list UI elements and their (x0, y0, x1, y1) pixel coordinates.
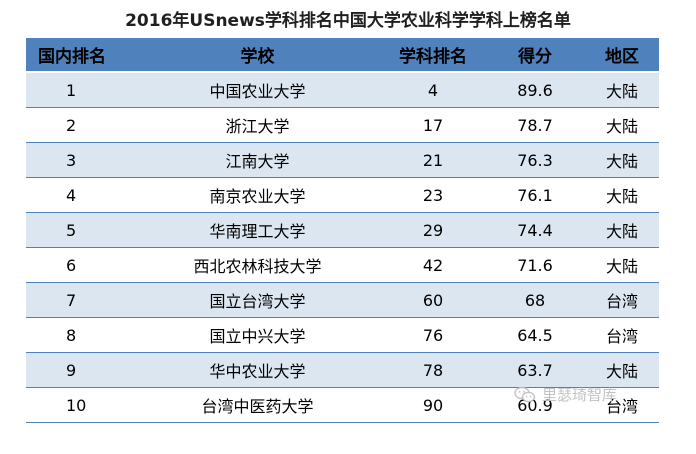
cell-score: 71.6 (485, 247, 585, 283)
cell-region: 台湾 (585, 387, 659, 423)
ranking-table: 国内排名 学校 学科排名 得分 地区 1 中国农业大学 4 89.6 大陆 2 浙江大学 17… (26, 38, 659, 423)
cell-subject-rank: 29 (381, 212, 485, 248)
cell-region: 大陆 (585, 71, 659, 108)
cell-subject-rank: 76 (381, 317, 485, 353)
header-rank: 国内排名 (26, 38, 134, 73)
cell-school: 国立台湾大学 (134, 282, 381, 318)
cell-rank: 9 (26, 352, 134, 388)
cell-score: 74.4 (485, 212, 585, 248)
page-title: 2016年USnews学科排名中国大学农业科学学科上榜名单 (125, 11, 571, 31)
cell-school: 南京农业大学 (134, 177, 381, 213)
cell-region: 台湾 (585, 282, 659, 318)
cell-subject-rank: 78 (381, 352, 485, 388)
wechat-icon (514, 386, 536, 402)
table-header-row: 国内排名 学校 学科排名 得分 地区 (26, 38, 659, 73)
cell-rank: 7 (26, 282, 134, 318)
cell-school: 台湾中医药大学 (134, 387, 381, 423)
cell-region: 台湾 (585, 317, 659, 353)
cell-rank: 5 (26, 212, 134, 248)
cell-school: 西北农林科技大学 (134, 247, 381, 283)
cell-region: 大陆 (585, 247, 659, 283)
cell-subject-rank: 23 (381, 177, 485, 213)
cell-rank: 4 (26, 177, 134, 213)
table-row: 6 西北农林科技大学 42 71.6 大陆 (26, 247, 659, 283)
cell-school: 江南大学 (134, 142, 381, 178)
cell-subject-rank: 21 (381, 142, 485, 178)
table-row: 4 南京农业大学 23 76.1 大陆 (26, 177, 659, 213)
cell-region: 大陆 (585, 107, 659, 143)
cell-rank: 10 (26, 387, 134, 423)
table-row: 1 中国农业大学 4 89.6 大陆 (26, 71, 659, 108)
cell-school: 华南理工大学 (134, 212, 381, 248)
cell-rank: 3 (26, 142, 134, 178)
cell-score: 68 (485, 282, 585, 318)
cell-subject-rank: 42 (381, 247, 485, 283)
table-row: 3 江南大学 21 76.3 大陆 (26, 142, 659, 178)
cell-rank: 2 (26, 107, 134, 143)
cell-region: 大陆 (585, 352, 659, 388)
cell-school: 浙江大学 (134, 107, 381, 143)
cell-region: 大陆 (585, 177, 659, 213)
header-subject-rank: 学科排名 (381, 38, 485, 73)
cell-region: 大陆 (585, 212, 659, 248)
header-score: 得分 (485, 38, 585, 73)
cell-subject-rank: 4 (381, 71, 485, 108)
cell-score: 64.5 (485, 317, 585, 353)
cell-subject-rank: 60 (381, 282, 485, 318)
cell-subject-rank: 17 (381, 107, 485, 143)
cell-score: 63.7 (485, 352, 585, 388)
header-region: 地区 (585, 38, 659, 73)
watermark: 里瑟琦智库 (514, 384, 617, 405)
cell-score: 76.1 (485, 177, 585, 213)
watermark-text: 里瑟琦智库 (542, 386, 618, 404)
cell-rank: 6 (26, 247, 134, 283)
cell-school: 国立中兴大学 (134, 317, 381, 353)
cell-school: 中国农业大学 (134, 71, 381, 108)
cell-region: 大陆 (585, 142, 659, 178)
cell-score: 89.6 (485, 71, 585, 108)
table-row: 7 国立台湾大学 60 68 台湾 (26, 282, 659, 318)
table-row: 10 台湾中医药大学 90 60.9 台湾 (26, 387, 659, 423)
table-row: 8 国立中兴大学 76 64.5 台湾 (26, 317, 659, 353)
table-row: 5 华南理工大学 29 74.4 大陆 (26, 212, 659, 248)
header-school: 学校 (134, 38, 381, 73)
cell-rank: 1 (26, 71, 134, 108)
cell-subject-rank: 90 (381, 387, 485, 423)
table-row: 9 华中农业大学 78 63.7 大陆 (26, 352, 659, 388)
cell-score: 78.7 (485, 107, 585, 143)
table-row: 2 浙江大学 17 78.7 大陆 (26, 107, 659, 143)
cell-rank: 8 (26, 317, 134, 353)
cell-school: 华中农业大学 (134, 352, 381, 388)
table-body: 1 中国农业大学 4 89.6 大陆 2 浙江大学 17 78.7 大陆 3 江南大学 21 76.3 大陆… (26, 71, 659, 423)
cell-score: 60.9 (485, 387, 585, 423)
cell-score: 76.3 (485, 142, 585, 178)
